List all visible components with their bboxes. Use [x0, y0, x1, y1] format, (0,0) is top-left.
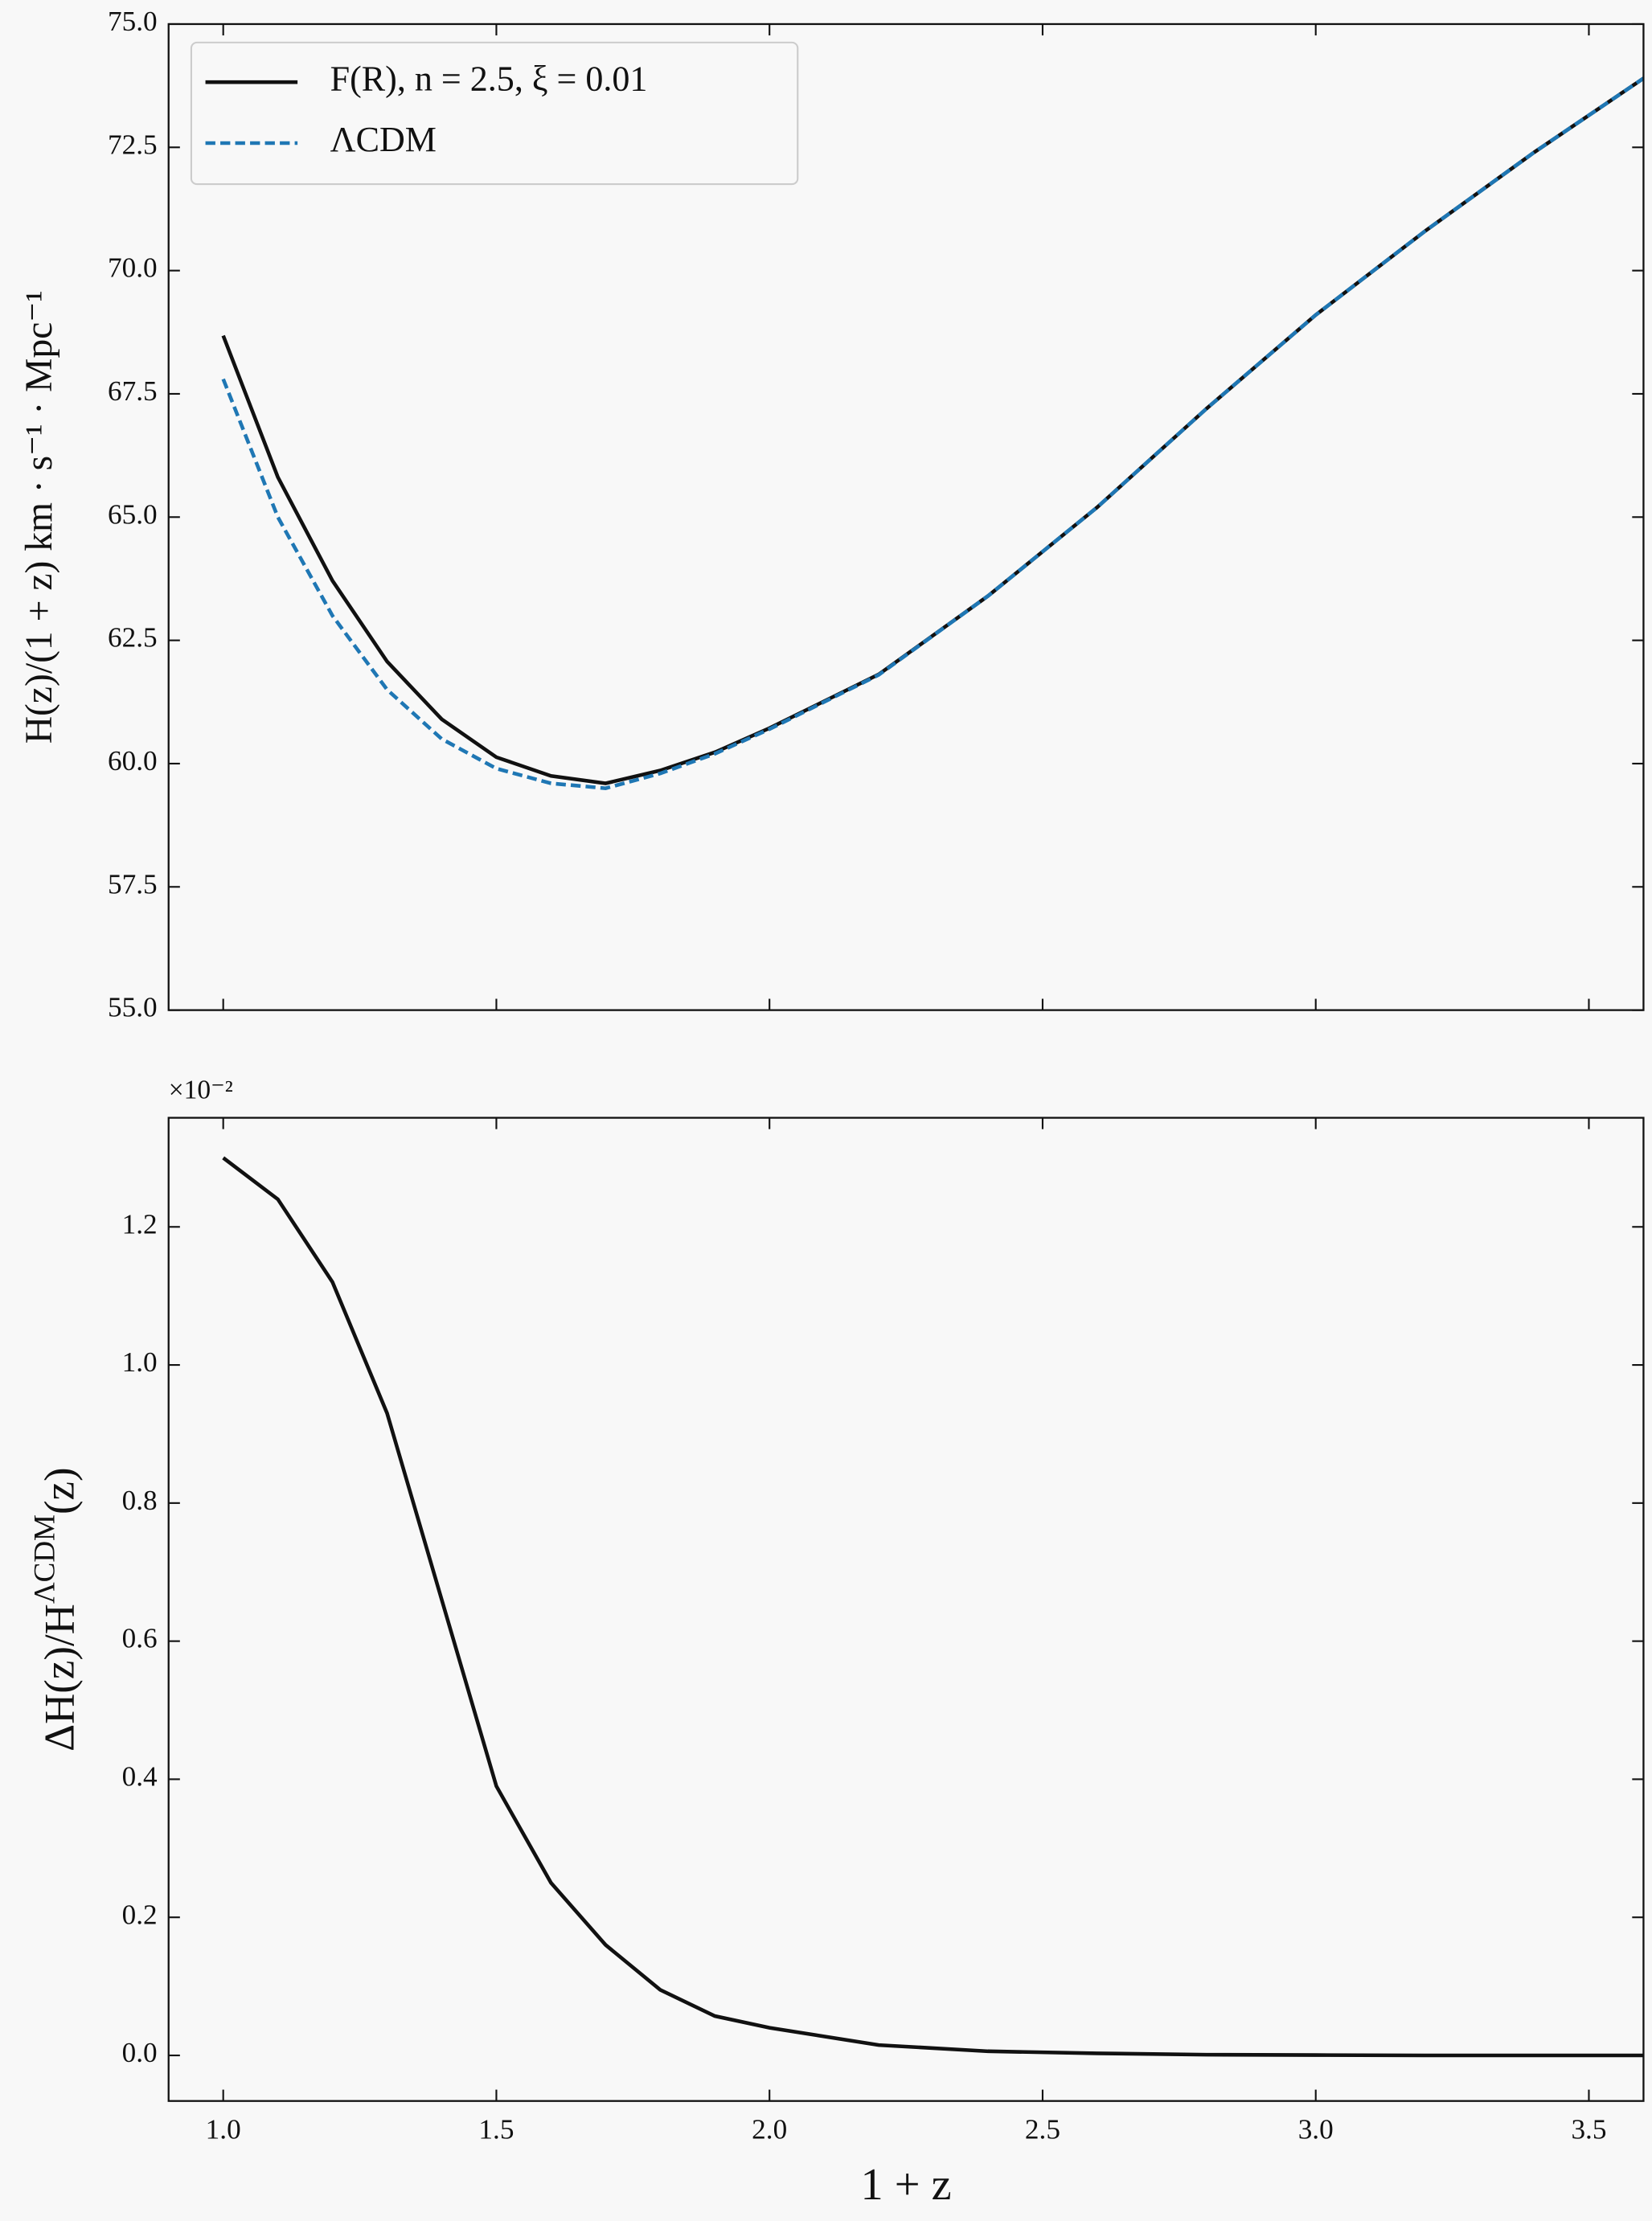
offset-text: ×10⁻² — [169, 1076, 233, 1105]
x-axis-label: 1 + z — [860, 2160, 951, 2210]
x-tick-label: 3.5 — [1571, 2114, 1606, 2145]
x-tick-label: 1.5 — [478, 2114, 514, 2145]
y-tick-label: 0.6 — [122, 1623, 158, 1654]
y-tick-label: 0.8 — [122, 1485, 158, 1516]
y-axis-label: H(z)/(1 + z) km · s⁻¹ · Mpc⁻¹ — [18, 290, 60, 744]
x-tick-label: 2.5 — [1025, 2114, 1060, 2145]
x-tick-label: 3.0 — [1298, 2114, 1334, 2145]
legend-label: ΛCDM — [330, 120, 437, 159]
y-tick-label: 70.0 — [108, 252, 158, 284]
y-tick-label: 1.0 — [122, 1346, 158, 1378]
legend-box — [190, 41, 799, 186]
data-line — [222, 1156, 1644, 2058]
y-tick-label: 75.0 — [108, 6, 158, 37]
y-tick-label: 0.2 — [122, 1899, 158, 1930]
y-tick-label: 55.0 — [108, 992, 158, 1023]
y-axis-label: ΔH(z)/HΛCDM(z) — [28, 1467, 83, 1752]
y-tick-label: 0.0 — [122, 2037, 158, 2068]
y-tick-label: 65.0 — [108, 498, 158, 530]
y-axis-label-part: ΛCDM — [28, 1514, 61, 1604]
axes-frame — [167, 1117, 1645, 2102]
y-tick-label: 62.5 — [108, 622, 158, 654]
y-tick-label: 60.0 — [108, 745, 158, 777]
y-tick-label: 0.4 — [122, 1761, 158, 1793]
y-tick-label: 72.5 — [108, 129, 158, 160]
x-tick-label: 2.0 — [752, 2114, 787, 2145]
y-tick-label: 67.5 — [108, 375, 158, 407]
data-line — [221, 76, 1644, 790]
legend-label: F(R), n = 2.5, ξ = 0.01 — [330, 59, 648, 98]
y-axis-label-part: ΔH(z)/H — [36, 1604, 83, 1752]
y-axis-label-part: (z) — [36, 1467, 83, 1514]
x-tick-label: 1.0 — [206, 2114, 241, 2145]
y-tick-label: 57.5 — [108, 868, 158, 899]
y-tick-label: 1.2 — [122, 1208, 158, 1240]
